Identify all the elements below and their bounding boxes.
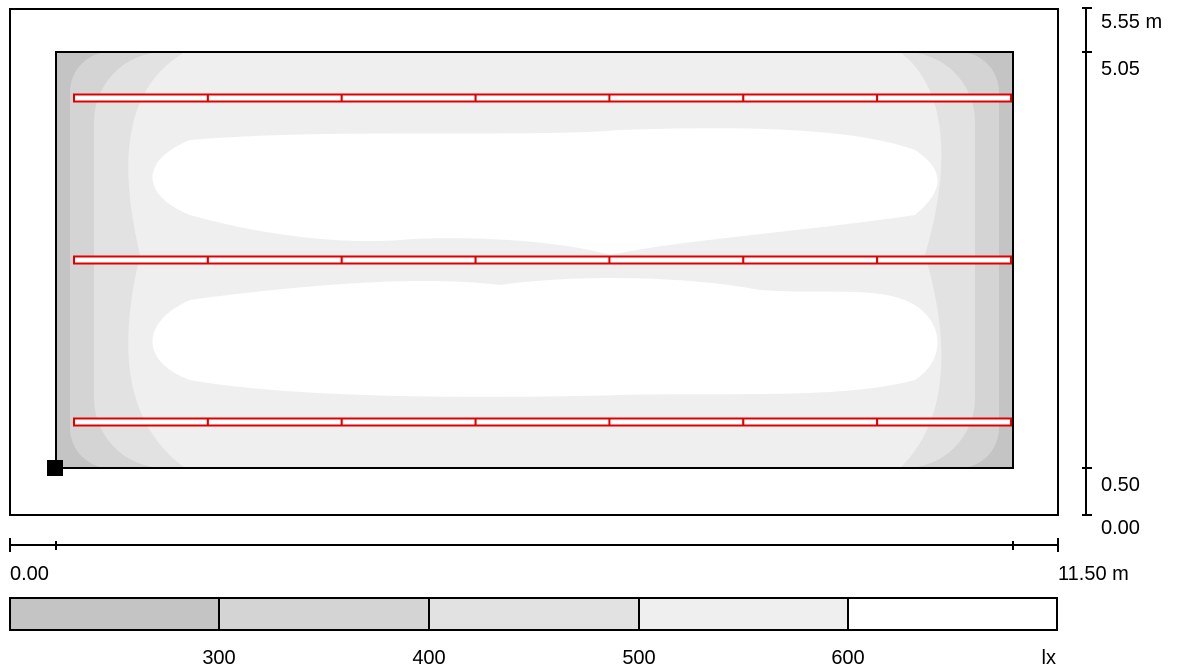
- calculation-surface-border: [55, 51, 1014, 469]
- isolux-zone-above-600-upper: [152, 128, 938, 255]
- luminaire: [742, 93, 879, 103]
- illuminance-color-scale: [9, 597, 1058, 631]
- luminaire: [876, 417, 1012, 427]
- isolux-plot: [55, 51, 1014, 469]
- luminaire: [608, 255, 745, 265]
- legend-swatch: [428, 597, 640, 631]
- luminaire: [340, 93, 477, 103]
- legend-swatch: [218, 597, 430, 631]
- luminaire: [742, 417, 879, 427]
- legend-label-600: 600: [831, 647, 864, 668]
- legend-swatch: [9, 597, 220, 631]
- bottom-axis-start-label: 0.00: [10, 563, 49, 585]
- luminaire: [474, 255, 611, 265]
- luminaire: [73, 417, 209, 427]
- luminaire-layout: [73, 93, 1012, 427]
- luminaire: [474, 93, 611, 103]
- luminaire: [206, 417, 343, 427]
- luminaire: [474, 417, 611, 427]
- luminaire: [206, 255, 343, 265]
- right-axis-label-050: 0.50: [1101, 474, 1140, 496]
- legend-label-500: 500: [622, 647, 655, 668]
- right-axis-label-505: 5.05: [1101, 58, 1140, 80]
- origin-marker: [47, 460, 63, 476]
- luminaire: [206, 93, 343, 103]
- legend-swatch: [847, 597, 1058, 631]
- luminaire: [340, 417, 477, 427]
- luminaire: [608, 417, 745, 427]
- right-dimension-axis: [1082, 7, 1092, 516]
- bottom-dimension-axis: [9, 538, 1059, 552]
- luminaire: [73, 255, 209, 265]
- right-axis-label-555: 5.55 m: [1101, 11, 1162, 33]
- luminaire: [340, 255, 477, 265]
- legend-label-400: 400: [412, 647, 445, 668]
- luminaire: [876, 93, 1012, 103]
- legend-swatch: [638, 597, 849, 631]
- right-axis-label-000: 0.00: [1101, 517, 1140, 539]
- bottom-axis-end-label: 11.50 m: [1058, 563, 1129, 585]
- legend-label-300: 300: [202, 647, 235, 668]
- luminaire: [742, 255, 879, 265]
- luminaire: [608, 93, 745, 103]
- isolux-zone-above-600-lower: [152, 278, 938, 397]
- luminaire: [876, 255, 1012, 265]
- luminaire: [73, 93, 209, 103]
- legend-unit-label: lx: [1042, 647, 1056, 668]
